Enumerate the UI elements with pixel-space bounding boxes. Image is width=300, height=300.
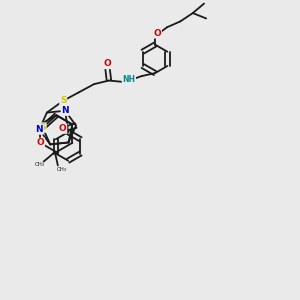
- Text: NH: NH: [122, 75, 135, 84]
- Text: O: O: [103, 59, 111, 68]
- Text: CH₃: CH₃: [56, 167, 67, 172]
- Text: CH₃: CH₃: [34, 162, 44, 167]
- Text: N: N: [35, 125, 43, 134]
- Text: S: S: [60, 96, 66, 105]
- Text: O: O: [37, 138, 44, 147]
- Text: O: O: [59, 124, 67, 133]
- Text: S: S: [39, 123, 46, 132]
- Text: O: O: [154, 29, 161, 38]
- Text: N: N: [61, 106, 69, 115]
